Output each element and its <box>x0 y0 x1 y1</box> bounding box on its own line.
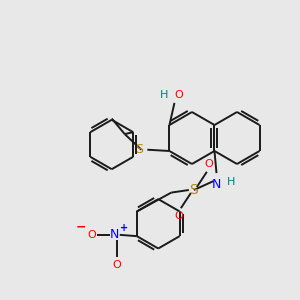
Text: O: O <box>175 211 183 221</box>
Text: S: S <box>135 143 143 156</box>
Text: H: H <box>226 177 235 187</box>
Text: H: H <box>160 90 169 100</box>
Text: O: O <box>174 90 183 100</box>
Text: O: O <box>112 260 121 270</box>
Text: N: N <box>110 228 119 241</box>
Text: −: − <box>76 220 87 233</box>
Text: +: + <box>120 223 128 233</box>
Text: O: O <box>87 230 96 240</box>
Text: O: O <box>205 159 213 169</box>
Text: N: N <box>212 178 221 191</box>
Text: S: S <box>190 183 198 197</box>
